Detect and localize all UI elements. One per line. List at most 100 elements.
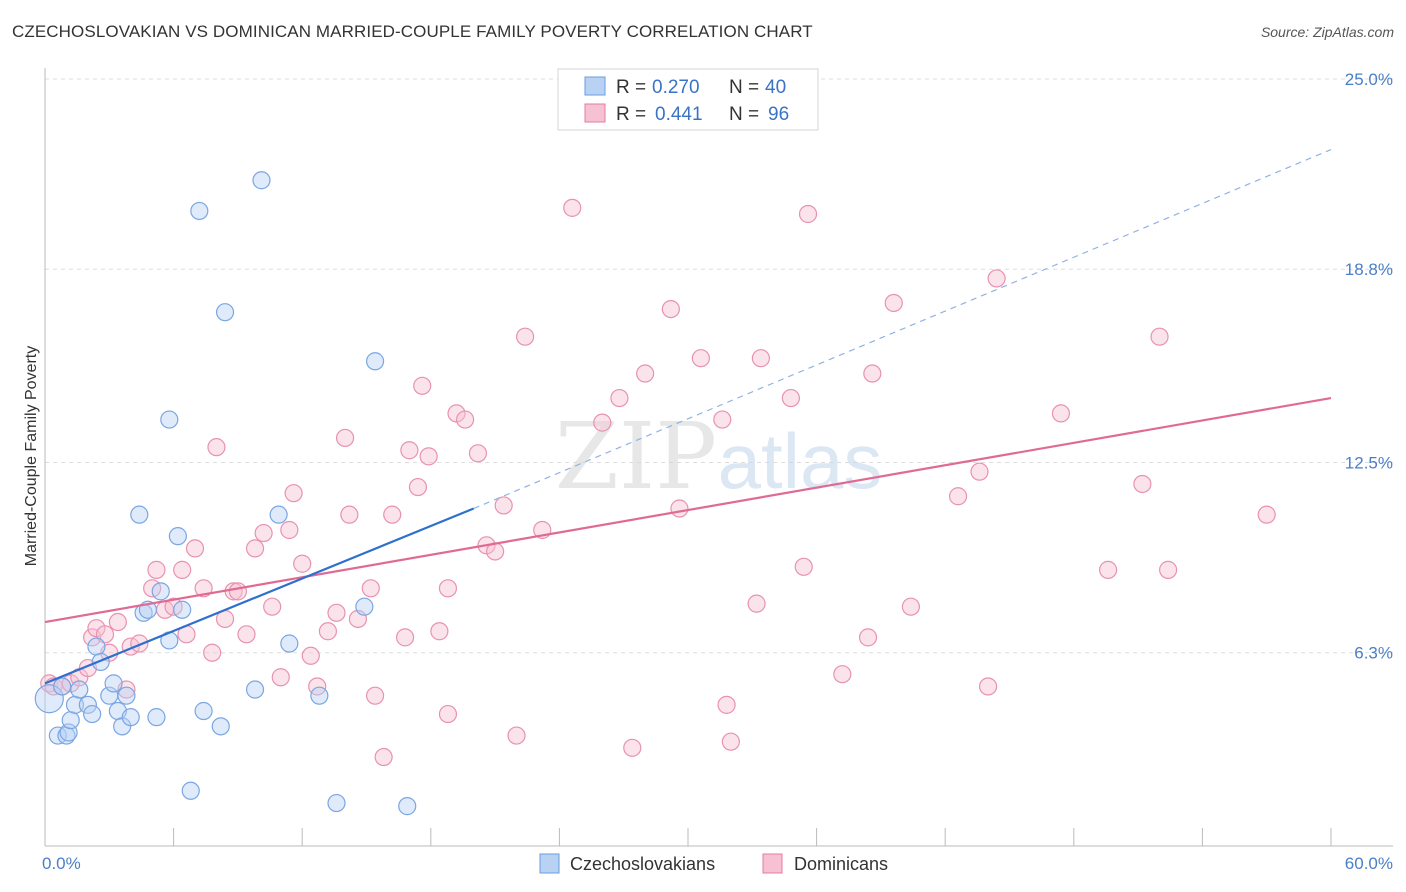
dominicans-point-65 xyxy=(610,388,629,408)
dominicans-point-42 xyxy=(361,579,380,598)
czechoslovakians-point-5 xyxy=(61,711,80,730)
y-tick-label-2: 18.8% xyxy=(1345,260,1393,279)
axes xyxy=(44,68,1393,847)
czechoslovakians-point-31 xyxy=(215,303,235,322)
dominicans-point-86 xyxy=(978,677,998,696)
czechoslovakians-trend-extension xyxy=(473,149,1332,510)
dominicans-point-23 xyxy=(207,438,226,457)
dominicans-point-44 xyxy=(374,747,393,767)
dominicans-points xyxy=(40,198,1276,767)
czechoslovakians-point-34 xyxy=(269,505,288,524)
dominicans-point-93 xyxy=(1257,505,1276,524)
dominicans-point-92 xyxy=(1159,560,1178,579)
czechoslovakians-point-33 xyxy=(252,171,271,190)
dominicans-point-91 xyxy=(1150,327,1169,346)
legend-r-value-2: 0.441 xyxy=(655,104,703,125)
czechoslovakians-point-37 xyxy=(327,793,346,813)
dominicans-point-56 xyxy=(468,444,488,463)
dominicans-point-48 xyxy=(408,477,428,497)
legend-swatch-pink xyxy=(584,103,606,123)
dominicans-point-15 xyxy=(147,560,166,579)
dominicans-point-34 xyxy=(293,554,312,573)
czechoslovakians-point-28 xyxy=(190,201,209,221)
czechoslovakians-point-13 xyxy=(104,674,123,693)
dominicans-point-82 xyxy=(884,293,903,313)
legend-n-value-1: 40 xyxy=(765,77,786,98)
bottom-legend-swatch-pink xyxy=(762,853,783,874)
czechoslovakians-point-38 xyxy=(355,597,374,616)
dominicans-point-88 xyxy=(1051,404,1071,423)
czechoslovakians-point-16 xyxy=(117,686,136,705)
y-tick-label-0: 6.3% xyxy=(1354,644,1393,663)
legend-box: R = 0.270 N = 40 R = 0.441 N = 96 xyxy=(557,68,819,131)
dominicans-point-43 xyxy=(365,686,385,705)
dominicans-point-78 xyxy=(798,204,818,224)
chart-title: CZECHOSLOVAKIAN VS DOMINICAN MARRIED-COU… xyxy=(12,22,813,41)
dominicans-point-87 xyxy=(987,269,1006,288)
dominicans-point-20 xyxy=(185,539,205,558)
dominicans-point-8 xyxy=(95,625,115,644)
czechoslovakians-points xyxy=(34,171,417,816)
dominicans-point-27 xyxy=(237,625,256,644)
dominicans-point-74 xyxy=(747,594,766,613)
legend-n-label-2: N = xyxy=(729,104,759,125)
dominicans-point-47 xyxy=(400,441,419,460)
dominicans-point-31 xyxy=(271,668,290,687)
bottom-legend: Czechoslovakians Dominicans xyxy=(539,853,888,874)
bottom-legend-label-czechoslovakians: Czechoslovakians xyxy=(570,854,715,874)
dominicans-point-10 xyxy=(108,612,127,632)
dominicans-point-61 xyxy=(516,327,535,346)
czechoslovakians-point-36 xyxy=(310,686,329,705)
dominicans-point-39 xyxy=(335,428,355,448)
y-axis-title: Married-Couple Family Poverty xyxy=(23,346,40,567)
dominicans-point-30 xyxy=(263,597,282,616)
dominicans-point-26 xyxy=(228,582,247,601)
y-tick-label-3: 25.0% xyxy=(1345,70,1393,89)
dominicans-point-28 xyxy=(245,539,265,558)
dominicans-point-90 xyxy=(1133,474,1152,494)
tick-labels: 6.3% 12.5% 18.8% 25.0% 0.0% 60.0% xyxy=(42,70,1393,873)
dominicans-point-68 xyxy=(661,300,680,319)
dominicans-point-71 xyxy=(713,410,732,429)
legend-r-label-2: R = xyxy=(616,104,646,125)
grid-lines xyxy=(45,78,1393,654)
dominicans-point-18 xyxy=(173,560,192,579)
dominicans-point-37 xyxy=(318,622,338,641)
czechoslovakians-point-22 xyxy=(151,582,170,601)
czechoslovakians-point-40 xyxy=(398,797,417,816)
dominicans-point-80 xyxy=(858,628,878,647)
dominicans-point-59 xyxy=(494,496,513,515)
czechoslovakians-point-35 xyxy=(280,634,299,653)
bottom-legend-swatch-blue xyxy=(539,853,560,874)
czechoslovakians-point-26 xyxy=(173,600,192,619)
watermark-zip: ZIP xyxy=(555,403,717,510)
dominicans-point-50 xyxy=(419,447,438,466)
dominicans-point-73 xyxy=(721,732,740,751)
czechoslovakians-point-0 xyxy=(34,684,64,714)
czechoslovakians-point-7 xyxy=(70,680,89,699)
dominicans-point-67 xyxy=(636,364,655,383)
czechoslovakians-point-25 xyxy=(168,527,187,546)
legend-r-label-1: R = xyxy=(616,77,646,98)
dominicans-point-66 xyxy=(623,738,642,757)
dominicans-point-70 xyxy=(691,349,710,368)
dominicans-point-84 xyxy=(948,487,968,506)
dominicans-point-83 xyxy=(901,597,921,616)
dominicans-point-22 xyxy=(203,643,222,662)
dominicans-point-75 xyxy=(751,349,770,368)
x-tick-label-1: 60.0% xyxy=(1345,854,1393,873)
dominicans-point-51 xyxy=(430,622,449,641)
bottom-legend-label-dominicans: Dominicans xyxy=(794,854,888,874)
trend-lines xyxy=(44,149,1332,685)
x-tick-label-0: 0.0% xyxy=(42,854,81,873)
legend-n-value-2: 96 xyxy=(768,104,789,125)
dominicans-point-32 xyxy=(280,520,299,540)
dominicans-point-52 xyxy=(438,579,458,598)
y-tick-label-1: 12.5% xyxy=(1345,454,1393,473)
dominicans-point-81 xyxy=(863,364,882,383)
dominicans-point-35 xyxy=(301,646,320,665)
dominicans-point-85 xyxy=(970,462,989,481)
dominicans-point-64 xyxy=(593,413,612,432)
dominicans-point-38 xyxy=(327,603,346,622)
